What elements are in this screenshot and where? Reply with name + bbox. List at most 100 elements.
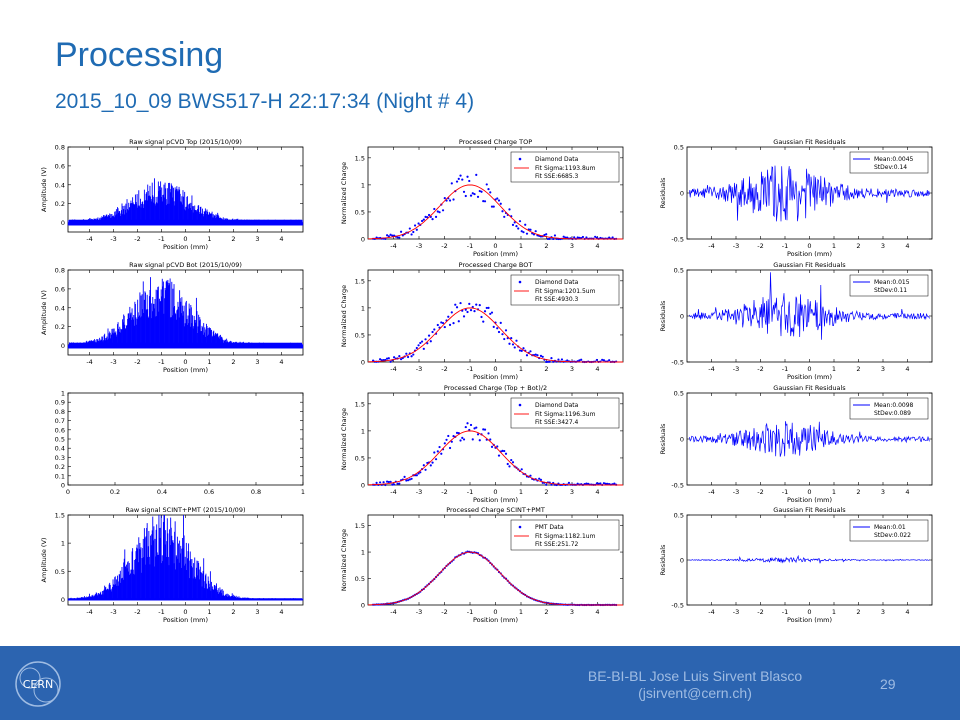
data-point	[492, 325, 495, 329]
series-layer	[67, 178, 304, 226]
data-point	[422, 464, 425, 467]
data-point	[452, 434, 455, 438]
data-point	[485, 183, 488, 186]
x-axis-label: Position (mm)	[163, 243, 208, 251]
data-point	[398, 482, 401, 485]
y-tick-label: 0	[680, 436, 684, 444]
x-axis-label: Position (mm)	[163, 366, 208, 374]
x-tick-label: -1	[467, 488, 473, 496]
data-point	[510, 458, 513, 462]
data-point	[595, 236, 599, 239]
data-point	[599, 236, 602, 240]
data-point	[581, 235, 585, 239]
data-point	[566, 359, 569, 362]
data-point	[539, 478, 543, 481]
data-point	[489, 312, 492, 315]
x-tick-label: 1	[519, 608, 523, 616]
data-point	[525, 354, 529, 357]
x-tick-label: -4	[390, 488, 396, 496]
y-tick-label: 1.5	[355, 522, 365, 530]
chart-title: Processed Charge (Top + Bot)/2	[444, 384, 547, 392]
data-point	[408, 227, 411, 230]
x-tick-label: 3	[255, 235, 259, 243]
y-tick-label: 0.5	[55, 568, 65, 576]
chart-panel-3: -4 -3 -2 -1 0 1 2 3 4 -0.5 0 0.5 Gaussian Fit Residu…	[659, 138, 933, 258]
series-layer	[67, 515, 304, 601]
data-point	[413, 224, 417, 227]
data-point	[433, 451, 436, 454]
data-point	[550, 483, 553, 486]
data-point	[520, 230, 523, 233]
data-point	[497, 454, 501, 457]
data-point	[503, 215, 506, 218]
data-point	[440, 321, 443, 324]
x-tick-label: 0	[66, 488, 70, 496]
data-point	[464, 194, 467, 198]
chart-panel-4: -4 -3 -2 -1 0 1 2 3 4 0 0.2 0.4 0.6 0.8 Raw signal pCV…	[40, 261, 304, 374]
data-point	[399, 358, 403, 361]
x-tick-label: 3	[255, 608, 259, 616]
series-layer	[367, 422, 623, 487]
legend-entry: Diamond Data	[535, 279, 579, 286]
data-point	[608, 359, 611, 362]
data-point	[441, 209, 445, 212]
data-point	[469, 423, 473, 427]
x-tick-label: 2	[856, 365, 860, 373]
data-point	[431, 461, 434, 464]
data-point	[545, 483, 548, 486]
data-point	[412, 353, 415, 356]
residual-line	[689, 554, 930, 564]
x-tick-label: -2	[441, 365, 447, 373]
x-tick-label: 0	[493, 488, 497, 496]
y-tick-label: 0.4	[55, 181, 65, 189]
data-point	[485, 306, 488, 310]
x-axis-label: Position (mm)	[787, 250, 832, 258]
data-point	[587, 482, 590, 485]
data-point	[389, 233, 392, 236]
x-tick-label: -2	[134, 358, 140, 366]
y-tick-label: 0.2	[55, 200, 65, 208]
y-tick-label: 0	[361, 602, 365, 610]
slide-subtitle: 2015_10_09 BWS517-H 22:17:34 (Night # 4)	[55, 90, 475, 113]
data-point	[408, 478, 411, 481]
data-point	[560, 358, 564, 361]
x-tick-label: 1	[832, 608, 836, 616]
data-point	[396, 236, 399, 239]
data-point	[417, 472, 420, 475]
data-point	[503, 449, 506, 453]
legend-marker-data	[518, 403, 522, 407]
chart-title: Processed Charge BOT	[459, 261, 533, 269]
y-tick-label: 0.5	[674, 512, 684, 520]
chart-title: Processed Charge TOP	[459, 138, 532, 146]
legend-box	[510, 397, 620, 429]
x-tick-label: 4	[279, 235, 283, 243]
data-point	[534, 353, 537, 356]
y-axis-label: Residuals	[659, 544, 667, 575]
data-point	[431, 330, 434, 334]
x-tick-label: -3	[733, 242, 739, 250]
y-tick-label: 0.5	[674, 267, 684, 275]
fit-curve	[368, 184, 623, 240]
data-point	[462, 438, 466, 441]
residual-line	[689, 165, 930, 222]
x-tick-label: 1	[301, 488, 305, 496]
series-layer	[67, 277, 304, 349]
legend-entry: StDev:0.14	[874, 164, 907, 171]
y-tick-label: 1	[61, 540, 65, 548]
data-point	[522, 347, 525, 350]
data-point	[372, 359, 375, 362]
series-layer	[689, 421, 930, 457]
x-tick-label: 3	[570, 488, 574, 496]
x-tick-label: 4	[595, 608, 599, 616]
data-point	[552, 360, 555, 363]
y-tick-label: 0.2	[55, 463, 65, 471]
data-point	[487, 432, 490, 435]
data-point	[599, 482, 602, 485]
x-tick-label: -4	[708, 608, 714, 616]
data-point	[457, 177, 460, 180]
y-tick-label: -0.5	[671, 482, 684, 490]
x-tick-label: -3	[110, 358, 116, 366]
data-point	[433, 328, 436, 331]
x-tick-label: -3	[416, 488, 422, 496]
